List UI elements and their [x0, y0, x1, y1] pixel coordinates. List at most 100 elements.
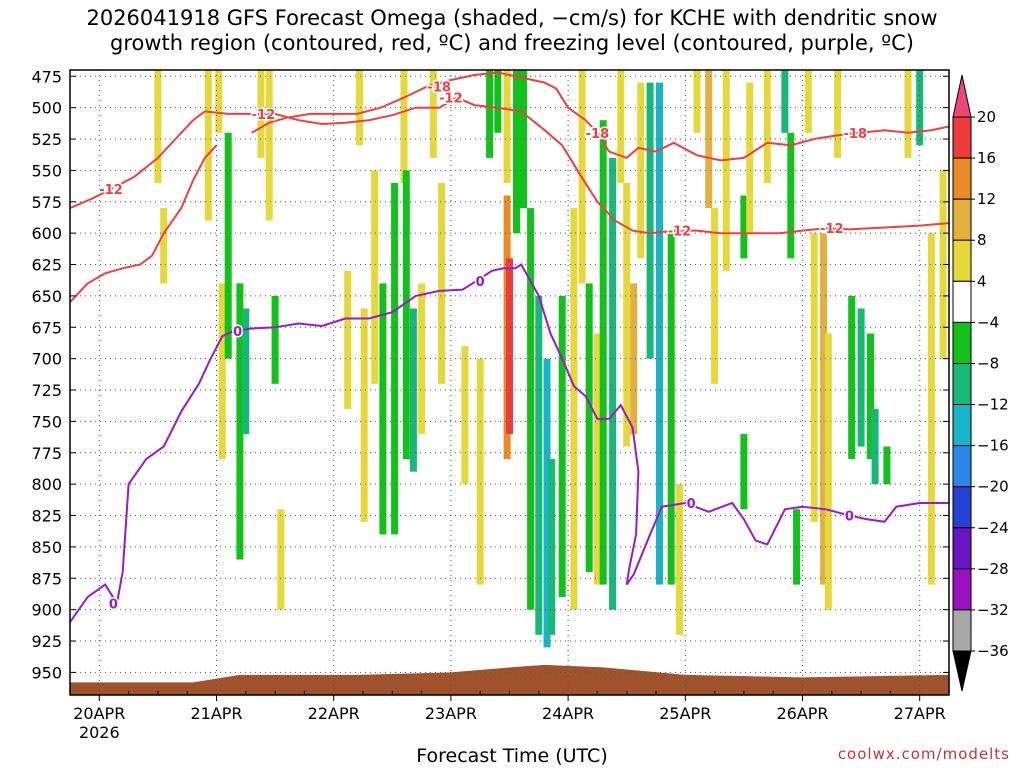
omega-cell-17 [391, 183, 399, 535]
omega-cell-6 [236, 283, 244, 560]
chart-title: 2026041918 GFS Forecast Omega (shaded, −… [0, 6, 1024, 56]
y-tick-label-750: 750 [31, 412, 62, 431]
omega-cell-2 [204, 70, 212, 221]
omega-cell-46 [630, 283, 638, 434]
colorbar-label-0: 20 [977, 108, 996, 126]
omega-cell-63 [804, 70, 812, 133]
x-tick-sublabel: 2026 [79, 723, 120, 742]
contour-label-0-0: -18 [427, 80, 451, 95]
plot-frame [69, 69, 950, 696]
omega-cell-55 [722, 70, 730, 271]
colorbar-bottom-arrow [952, 650, 972, 692]
omega-cell-45 [623, 183, 631, 447]
y-tick-label-475: 475 [31, 67, 62, 86]
contour-line-0 [251, 71, 949, 162]
colorbar-swatch-11 [952, 568, 972, 611]
contour-line-3 [70, 263, 949, 623]
colorbar-swatch-9 [952, 486, 972, 529]
omega-cell-34 [535, 295, 543, 635]
omega-cell-32 [520, 70, 527, 209]
omega-cell-12 [344, 270, 352, 409]
omega-cell-70 [867, 333, 874, 460]
omega-cell-40 [585, 283, 593, 573]
contour-label-1-4: -12 [820, 222, 844, 237]
terrain-fill [70, 664, 949, 695]
contour-label-3-0: 0 [109, 597, 118, 612]
omega-cell-68 [848, 295, 856, 460]
y-tick-label-525: 525 [31, 130, 62, 149]
y-tick-label-575: 575 [31, 193, 62, 212]
contour-label-1-1: -12 [252, 108, 276, 123]
colorbar-label-1: 16 [977, 149, 996, 167]
omega-cell-30 [506, 258, 513, 434]
y-tick-label-550: 550 [31, 161, 62, 180]
y-tick-label-625: 625 [31, 256, 62, 275]
contour-label-1-2: -12 [439, 92, 463, 107]
chart-title-line-2: growth region (contoured, red, ºC) and f… [110, 31, 914, 55]
y-tick-label-600: 600 [31, 224, 62, 243]
omega-cell-74 [916, 70, 924, 146]
colorbar-top-arrow [952, 74, 972, 118]
y-tick-label-650: 650 [31, 287, 62, 306]
terrain [70, 664, 949, 695]
y-tick-label-950: 950 [31, 663, 62, 682]
x-axis-label: Forecast Time (UTC) [416, 745, 608, 767]
omega-cell-44 [617, 70, 625, 183]
omega-cell-33 [527, 208, 535, 610]
omega-cell-51 [675, 484, 683, 635]
y-tick-label-825: 825 [31, 507, 62, 526]
omega-cell-25 [476, 358, 484, 585]
site-credit: coolwx.com/modelts [837, 745, 1010, 763]
omega-cell-3 [215, 70, 223, 133]
omega-cell-62 [793, 509, 801, 585]
omega-cell-60 [781, 70, 789, 133]
colorbar: 20 16 12 8 4 −4 −8 −12 −16 −20 −24 −28 −32 −36 [952, 74, 1009, 692]
omega-cell-73 [904, 70, 912, 158]
omega-cell-61 [787, 132, 795, 259]
omega-cell-75 [927, 233, 935, 585]
omega-cell-43 [609, 157, 617, 610]
omega-cell-0 [154, 70, 162, 183]
y-tick-label-725: 725 [31, 381, 62, 400]
x-tick-label-22APR: 22APR [308, 704, 360, 723]
pressure-axis: 475 500 525 550 575 600 625 650 675 700 725 750 775 8… [31, 67, 949, 682]
colorbar-swatch-12 [952, 609, 972, 652]
colorbar-swatch-10 [952, 527, 972, 570]
omega-cell-37 [558, 295, 566, 598]
omega-cell-19 [402, 170, 410, 460]
omega-cell-35 [543, 358, 551, 648]
y-tick-label-900: 900 [31, 601, 62, 620]
omega-cell-52 [693, 70, 701, 133]
x-tick-label-23APR: 23APR [425, 704, 477, 723]
omega-cell-13 [356, 70, 363, 146]
x-tick-label-26APR: 26APR [776, 704, 828, 723]
contour-label-0-1: -18 [586, 127, 610, 142]
omega-cell-31 [513, 70, 520, 234]
omega-cell-24 [461, 346, 469, 485]
omega-cell-26 [486, 70, 494, 158]
colorbar-swatch-6 [952, 363, 972, 406]
omega-cell-56 [740, 195, 748, 259]
omega-cell-71 [871, 408, 879, 485]
colorbar-swatch-4 [952, 280, 972, 323]
contour-label-3-4: 0 [845, 510, 854, 525]
contour-label-1-3: -12 [668, 225, 692, 240]
contour-line-1 [70, 96, 949, 235]
colorbar-label-5: −4 [977, 313, 999, 331]
omega-cell-48 [646, 82, 654, 359]
omega-cell-54 [711, 208, 719, 384]
colorbar-label-11: −28 [977, 560, 1009, 578]
omega-cell-57 [740, 434, 748, 510]
y-tick-label-675: 675 [31, 318, 62, 337]
omega-cell-7 [242, 308, 250, 434]
omega-cell-11 [277, 509, 285, 610]
omega-cell-1 [160, 208, 168, 284]
colorbar-swatch-8 [952, 445, 972, 488]
y-tick-label-925: 925 [31, 632, 62, 651]
contour-label-3-2: 0 [476, 275, 485, 290]
omega-cell-67 [834, 70, 842, 158]
omega-cell-53 [705, 70, 713, 209]
omega-cell-58 [746, 82, 754, 234]
omega-cell-4 [218, 283, 226, 460]
